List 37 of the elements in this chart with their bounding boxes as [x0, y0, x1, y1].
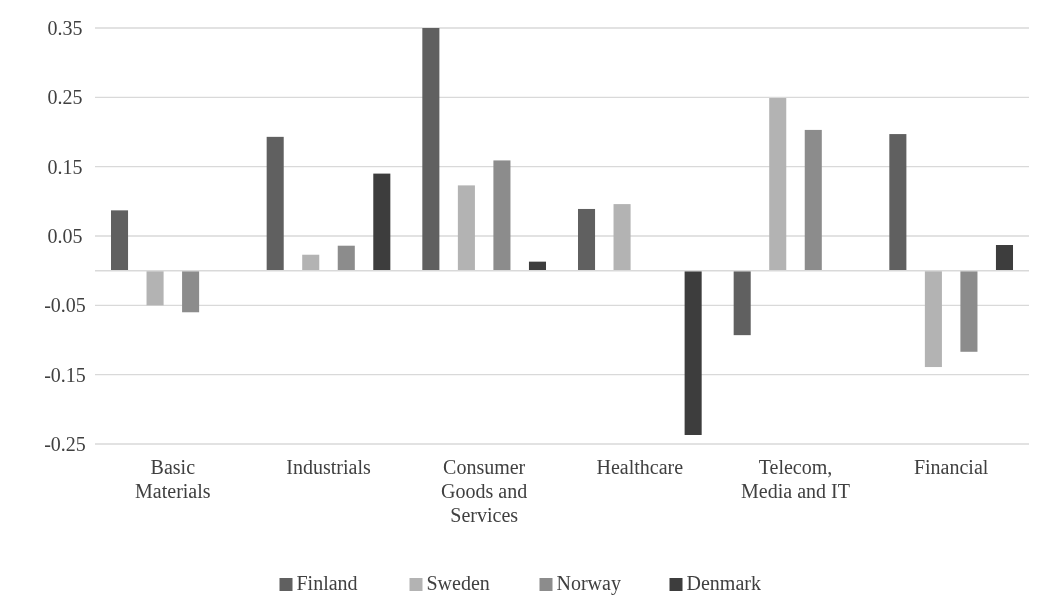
x-tick-label: Basic Materials	[135, 456, 211, 502]
bar	[804, 129, 822, 271]
bar	[373, 173, 391, 271]
y-tick-label: 0.25	[47, 86, 83, 109]
x-tick-label: Healthcare	[596, 456, 684, 478]
bar	[302, 254, 320, 271]
y-tick-label: -0.05	[44, 294, 86, 317]
x-tick-label: Telecom, Media and IT	[741, 456, 850, 502]
y-tick-label: -0.25	[44, 433, 86, 455]
legend-label: Norway	[556, 572, 621, 595]
legend-label: Sweden	[426, 572, 490, 594]
bar	[613, 204, 631, 271]
bar	[146, 270, 164, 306]
bar	[110, 210, 129, 271]
bar	[182, 270, 200, 313]
bar	[733, 270, 751, 336]
bar	[493, 160, 511, 271]
bar	[960, 270, 978, 352]
y-tick-label: 0.15	[47, 155, 83, 178]
bar	[769, 98, 787, 271]
y-tick-label: 0.35	[47, 17, 83, 39]
bar	[457, 185, 475, 271]
x-tick-label: Financial	[913, 456, 989, 478]
x-tick-label: Industrials	[286, 456, 371, 478]
bar	[577, 208, 596, 271]
legend-label: Denmark	[686, 572, 761, 594]
y-tick-label: -0.15	[44, 363, 86, 386]
y-tick-label: 0.05	[47, 225, 83, 247]
bar	[924, 270, 942, 368]
legend-label: Finland	[296, 572, 358, 594]
bar	[266, 136, 284, 271]
bar	[422, 28, 440, 271]
bar	[995, 245, 1014, 271]
bar	[684, 270, 702, 435]
bar	[889, 134, 907, 271]
bar	[337, 245, 355, 271]
x-tick-label: Consumer Goods and Services	[441, 456, 528, 526]
